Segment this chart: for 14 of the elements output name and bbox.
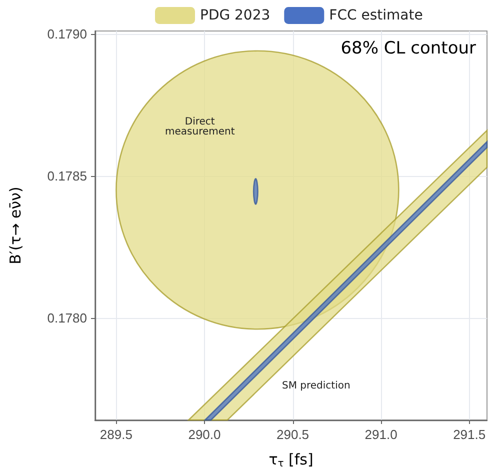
x-tick-label: 290.5 xyxy=(276,427,310,442)
annotation: Direct measurement xyxy=(165,116,235,138)
y-tick-label: 0.1790 xyxy=(47,26,87,42)
annotation: 68% CL contour xyxy=(340,38,476,58)
x-tick-label: 289.5 xyxy=(100,427,132,442)
x-tick-label: 291.5 xyxy=(453,427,486,442)
x-tick-label: 290.0 xyxy=(188,427,221,442)
x-tick-label: 291.0 xyxy=(364,427,398,442)
y-tick-label: 0.1785 xyxy=(47,168,87,184)
annotation: SM prediction xyxy=(282,380,350,392)
y-tick-label: 0.1780 xyxy=(47,310,87,326)
y-axis-title: B′(τ→ eν̄ν) xyxy=(6,186,24,264)
legend-label: FCC estimate xyxy=(329,8,423,24)
legend-label: PDG 2023 xyxy=(200,8,270,24)
